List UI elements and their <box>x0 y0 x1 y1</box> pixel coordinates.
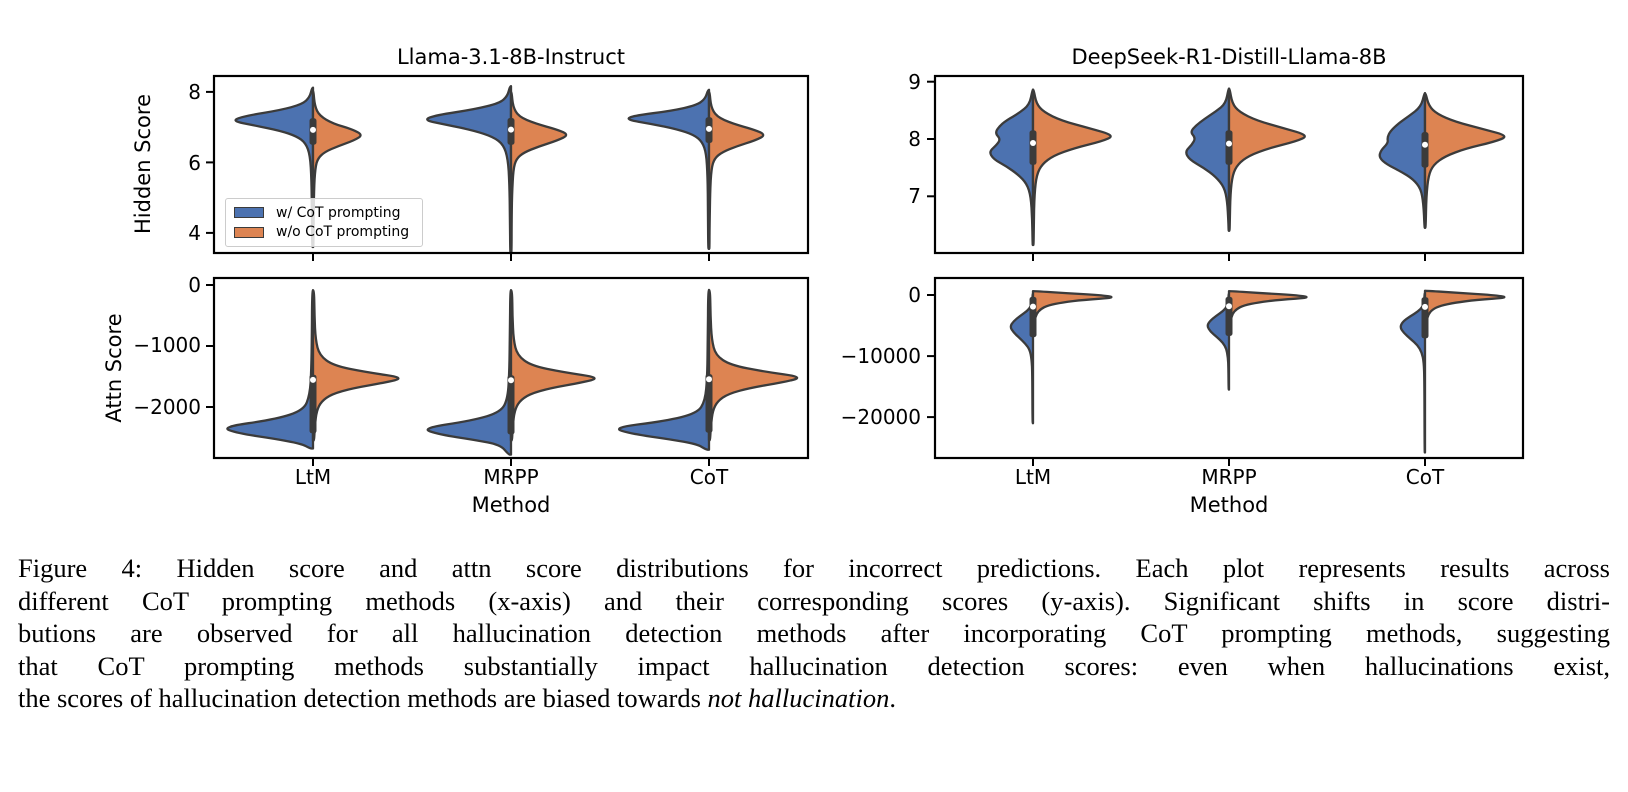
caption-line: Figure 4: Hidden score and attn score di… <box>18 553 1610 583</box>
ytick-label: 9 <box>908 70 921 94</box>
xtick-mrpp: MRPP <box>483 465 539 489</box>
violin-panel-llama-hidden <box>206 74 810 261</box>
violin-panel-llama-attn <box>206 276 810 466</box>
caption-line-last: the scores of hallucination detection me… <box>18 682 1610 715</box>
legend-item-without-cot: w/o CoT prompting <box>234 223 414 242</box>
ytick-label: −2000 <box>133 395 201 419</box>
violin-panel-deepseek-attn <box>927 276 1525 466</box>
xlabel-method-right: Method <box>1189 493 1269 517</box>
xtick-cot: CoT <box>689 465 729 489</box>
panel-title-llama: Llama-3.1-8B-Instruct <box>396 45 626 69</box>
ylabel-attn-score: Attn Score <box>102 313 126 423</box>
ytick-label: 0 <box>188 273 201 297</box>
panel-title-deepseek: DeepSeek-R1-Distill-Llama-8B <box>1071 45 1387 69</box>
caption-text: . <box>889 683 896 713</box>
ytick-label: 4 <box>188 221 201 245</box>
violin-panel-deepseek-hidden <box>927 74 1525 261</box>
caption-line: different CoT prompting methods (x-axis)… <box>18 585 1610 616</box>
xtick-mrpp: MRPP <box>1201 465 1257 489</box>
ytick-label: 6 <box>188 151 201 175</box>
ytick-label: 8 <box>908 127 921 151</box>
ytick-label: 0 <box>908 283 921 307</box>
legend-label: w/o CoT prompting <box>276 224 410 241</box>
xtick-ltm: LtM <box>294 465 332 489</box>
ytick-label: −1000 <box>133 333 201 357</box>
caption-line: that CoT prompting methods substantially… <box>18 650 1610 681</box>
legend-label: w/ CoT prompting <box>276 204 401 221</box>
figure-caption: Figure 4: Hidden score and attn score di… <box>18 552 1610 715</box>
legend: w/ CoT prompting w/o CoT prompting <box>225 198 423 247</box>
legend-swatch-orange <box>234 226 264 238</box>
legend-swatch-blue <box>234 207 264 219</box>
xtick-ltm: LtM <box>1014 465 1052 489</box>
ytick-label: 7 <box>908 184 921 208</box>
xlabel-method-left: Method <box>471 493 551 517</box>
caption-line: butions are observed for all hallucinati… <box>18 618 1610 648</box>
caption-text: the scores of hallucination detection me… <box>18 683 708 713</box>
legend-item-with-cot: w/ CoT prompting <box>234 203 414 222</box>
caption-italic-text: not hallucination <box>707 683 890 713</box>
ytick-label: −20000 <box>840 405 921 429</box>
xtick-cot: CoT <box>1405 465 1445 489</box>
ytick-label: −10000 <box>840 344 921 368</box>
ytick-label: 8 <box>188 80 201 104</box>
